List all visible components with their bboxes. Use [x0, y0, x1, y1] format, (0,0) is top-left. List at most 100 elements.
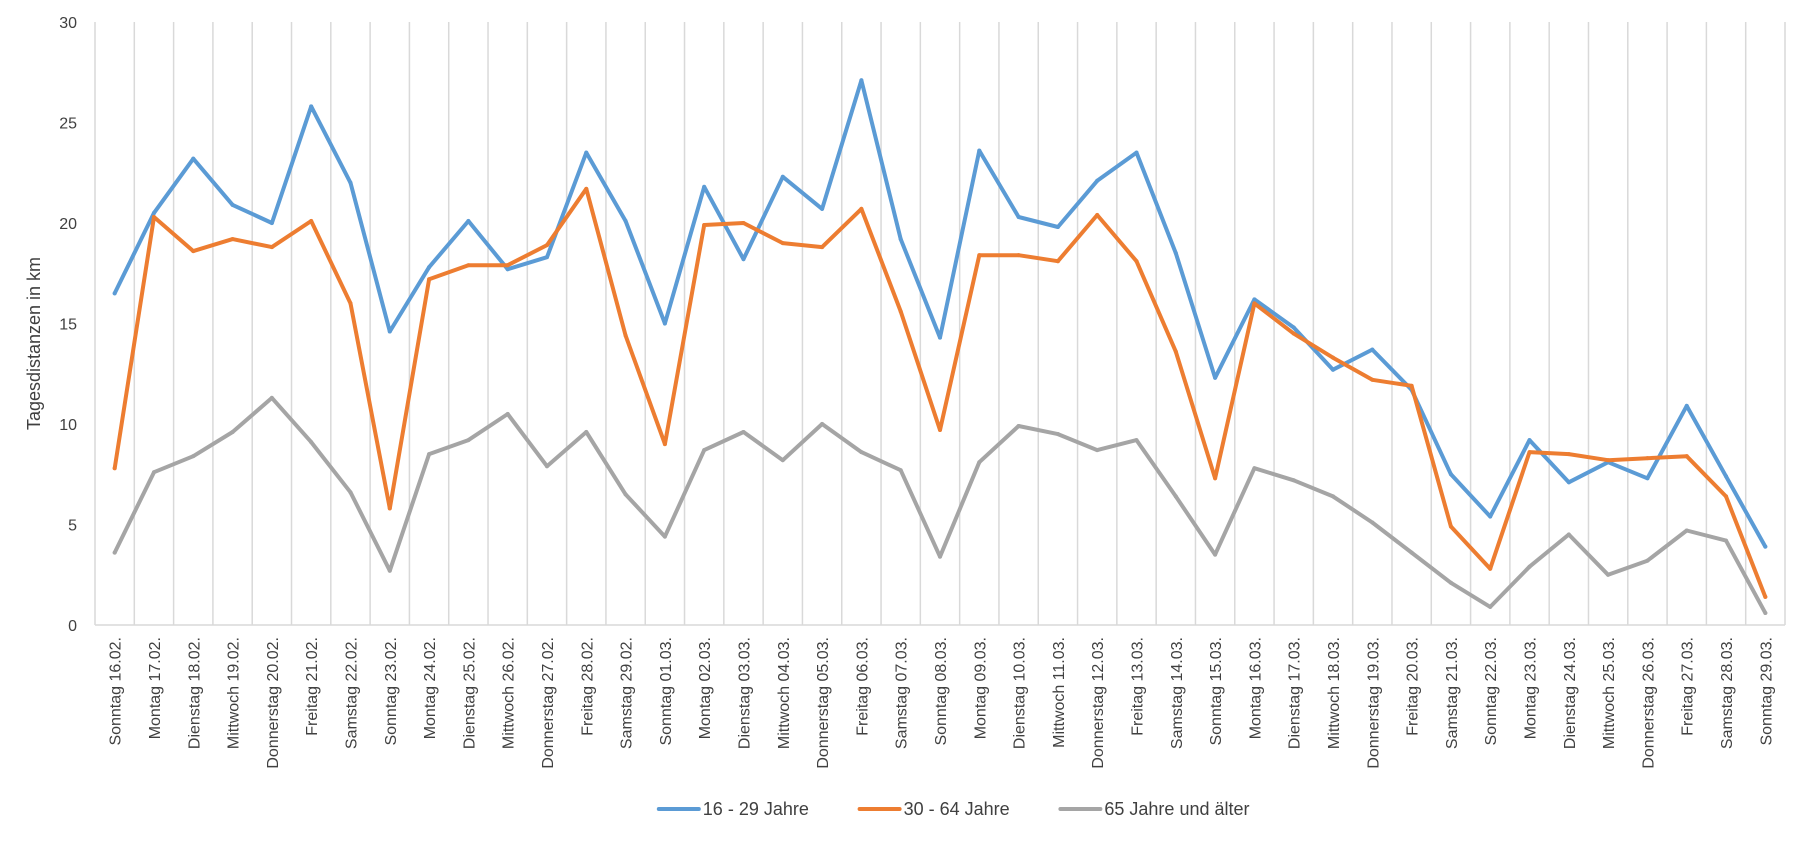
y-axis-ticks: 0 5 10 15 20 25 30	[59, 15, 77, 635]
data-point	[820, 422, 825, 426]
data-point	[191, 249, 196, 254]
legend: 16 - 29 Jahre 30 - 64 Jahre 65 Jahre und ä…	[656, 799, 1250, 819]
data-point	[820, 245, 825, 250]
data-point	[1409, 550, 1414, 555]
data-point	[1684, 528, 1689, 533]
series-lines	[112, 78, 1768, 615]
data-point	[1252, 297, 1257, 302]
data-point	[1566, 452, 1571, 457]
data-point	[387, 506, 392, 511]
data-point	[1724, 474, 1729, 479]
data-point	[1134, 259, 1139, 264]
x-tick-label: Freitag 13.03.	[1130, 637, 1147, 736]
data-point	[898, 309, 903, 314]
data-point	[1291, 325, 1296, 330]
data-point	[191, 156, 196, 161]
data-point	[859, 78, 864, 83]
data-point	[1684, 403, 1689, 408]
data-point	[1173, 494, 1178, 499]
data-point	[859, 450, 864, 455]
data-point	[1095, 212, 1100, 217]
data-point	[309, 104, 314, 109]
data-point	[1173, 251, 1178, 256]
x-tick-label: Donnerstag 27.02.	[540, 637, 557, 769]
data-point	[427, 452, 432, 457]
data-point	[1606, 458, 1611, 463]
x-tick-label: Dienstag 10.03.	[1012, 637, 1029, 749]
data-point	[1370, 377, 1375, 382]
x-tick-label: Donnerstag 19.03.	[1365, 637, 1382, 769]
data-point	[662, 321, 667, 326]
data-point	[544, 464, 549, 469]
data-point	[1566, 480, 1571, 485]
data-point	[741, 257, 746, 262]
data-point	[820, 206, 825, 211]
data-point	[1213, 476, 1218, 481]
x-tick-label: Donnerstag 26.03.	[1640, 637, 1657, 769]
x-tick-label: Sonntag 16.02.	[108, 637, 125, 746]
x-tick-label: Freitag 06.03.	[854, 637, 871, 736]
data-point	[1291, 331, 1296, 336]
legend-item-3: 65 Jahre und älter	[1058, 799, 1250, 819]
data-point	[780, 241, 785, 246]
data-point	[859, 206, 864, 211]
data-point	[1448, 524, 1453, 529]
data-point	[112, 466, 117, 471]
x-tick-label: Sonntag 01.03.	[658, 637, 675, 746]
x-tick-label: Dienstag 25.02.	[461, 637, 478, 749]
x-tick-label: Freitag 28.02.	[579, 637, 596, 736]
data-point	[1645, 456, 1650, 461]
series-line-2	[112, 186, 1768, 599]
x-tick-label: Freitag 27.03.	[1680, 637, 1697, 736]
data-point	[505, 263, 510, 268]
legend-item-2: 30 - 64 Jahre	[857, 799, 1010, 819]
data-point	[544, 243, 549, 248]
x-tick-label: Samstag 22.02.	[343, 637, 360, 749]
x-tick-label: Mittwoch 26.02.	[501, 637, 518, 749]
series-line-1	[112, 78, 1768, 549]
data-point	[269, 245, 274, 250]
data-point	[151, 210, 156, 215]
data-point	[584, 430, 589, 435]
x-axis-ticks: Sonntag 16.02. Montag 17.02. Dienstag 18.0…	[108, 637, 1776, 769]
x-tick-label: Mittwoch 18.03.	[1326, 637, 1343, 749]
y-tick-label: 15	[59, 317, 77, 334]
x-tick-label: Sonntag 22.03.	[1483, 637, 1500, 746]
data-point	[1527, 450, 1532, 455]
y-tick-label: 10	[59, 417, 77, 434]
x-tick-label: Dienstag 03.03.	[736, 637, 753, 749]
x-tick-label: Mittwoch 04.03.	[776, 637, 793, 749]
data-point	[1331, 494, 1336, 499]
x-tick-label: Samstag 28.03.	[1719, 637, 1736, 749]
data-point	[1173, 349, 1178, 354]
data-point	[1213, 375, 1218, 380]
y-axis-title: Tagesdistanzen in km	[24, 257, 44, 430]
data-point	[427, 277, 432, 282]
data-point	[584, 150, 589, 155]
data-point	[1488, 514, 1493, 519]
data-point	[191, 454, 196, 459]
data-point	[623, 492, 628, 497]
x-tick-label: Dienstag 18.02.	[186, 637, 203, 749]
data-point	[1527, 564, 1532, 569]
data-point	[1134, 438, 1139, 443]
data-point	[1370, 520, 1375, 525]
data-point	[977, 253, 982, 258]
data-point	[1095, 178, 1100, 183]
data-point	[466, 438, 471, 443]
data-point	[662, 534, 667, 539]
data-point	[938, 554, 942, 559]
data-point	[1095, 448, 1100, 453]
data-point	[780, 458, 785, 463]
data-point	[348, 301, 353, 306]
data-point	[1055, 225, 1060, 230]
data-point	[466, 263, 471, 268]
data-point	[309, 440, 314, 445]
data-point	[938, 428, 942, 433]
data-point	[1016, 253, 1021, 258]
x-tick-label: Montag 09.03.	[972, 637, 989, 739]
data-point	[898, 468, 903, 473]
data-point	[1448, 472, 1453, 477]
